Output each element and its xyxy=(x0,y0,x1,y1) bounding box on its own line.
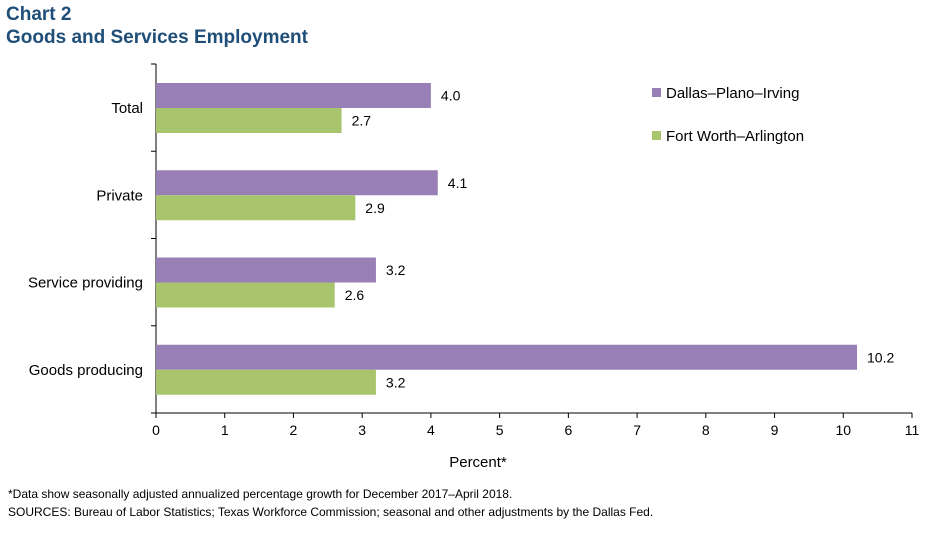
x-tick-label: 3 xyxy=(358,422,366,438)
category-label: Total xyxy=(111,100,143,117)
x-tick-label: 0 xyxy=(152,422,160,438)
x-tick-label: 2 xyxy=(290,422,298,438)
x-tick-label: 4 xyxy=(427,422,435,438)
bar-fortworth xyxy=(156,195,356,221)
x-tick-label: 11 xyxy=(905,422,920,438)
bar-dallas xyxy=(156,257,376,283)
bar-dallas xyxy=(156,344,858,370)
bar-value-label: 4.1 xyxy=(448,175,468,191)
legend-label: Dallas–Plano–Irving xyxy=(666,85,799,102)
bar-value-label: 3.2 xyxy=(386,374,406,390)
category-label: Private xyxy=(96,187,143,204)
x-tick-label: 1 xyxy=(221,422,229,438)
bar-value-label: 4.0 xyxy=(441,88,461,104)
bar-value-label: 2.9 xyxy=(365,200,385,216)
category-label: Service providing xyxy=(28,275,143,292)
chart-number: Chart 2 xyxy=(6,4,72,25)
x-tick-label: 9 xyxy=(771,422,779,438)
bar-dallas xyxy=(156,83,431,108)
bar-value-label: 2.7 xyxy=(352,113,372,129)
x-axis-title: Percent* xyxy=(449,454,507,471)
bar-value-label: 3.2 xyxy=(386,262,406,278)
bar-fortworth xyxy=(156,282,335,308)
x-tick-label: 5 xyxy=(496,422,504,438)
sources-note: SOURCES: Bureau of Labor Statistics; Tex… xyxy=(8,505,654,519)
bar-chart: 0 1 2 3 4 5 6 7 8 9 10 11 Percent* Total 4.0 2.7 Private… xyxy=(28,63,920,471)
x-tick-label: 6 xyxy=(564,422,572,438)
footnote: *Data show seasonally adjusted annualize… xyxy=(8,487,513,501)
x-tick-label: 8 xyxy=(702,422,710,438)
chart-title: Goods and Services Employment xyxy=(6,27,308,48)
category-label: Goods producing xyxy=(29,362,143,379)
bar-dallas xyxy=(156,170,438,196)
legend-label: Fort Worth–Arlington xyxy=(666,128,804,145)
x-tick-label: 10 xyxy=(835,422,851,438)
x-tick-label: 7 xyxy=(633,422,641,438)
bar-fortworth xyxy=(156,369,376,395)
bar-fortworth xyxy=(156,108,342,133)
bar-value-label: 2.6 xyxy=(345,287,365,303)
legend-swatch xyxy=(652,88,661,97)
bar-value-label: 10.2 xyxy=(867,349,894,365)
legend-swatch xyxy=(652,131,661,140)
